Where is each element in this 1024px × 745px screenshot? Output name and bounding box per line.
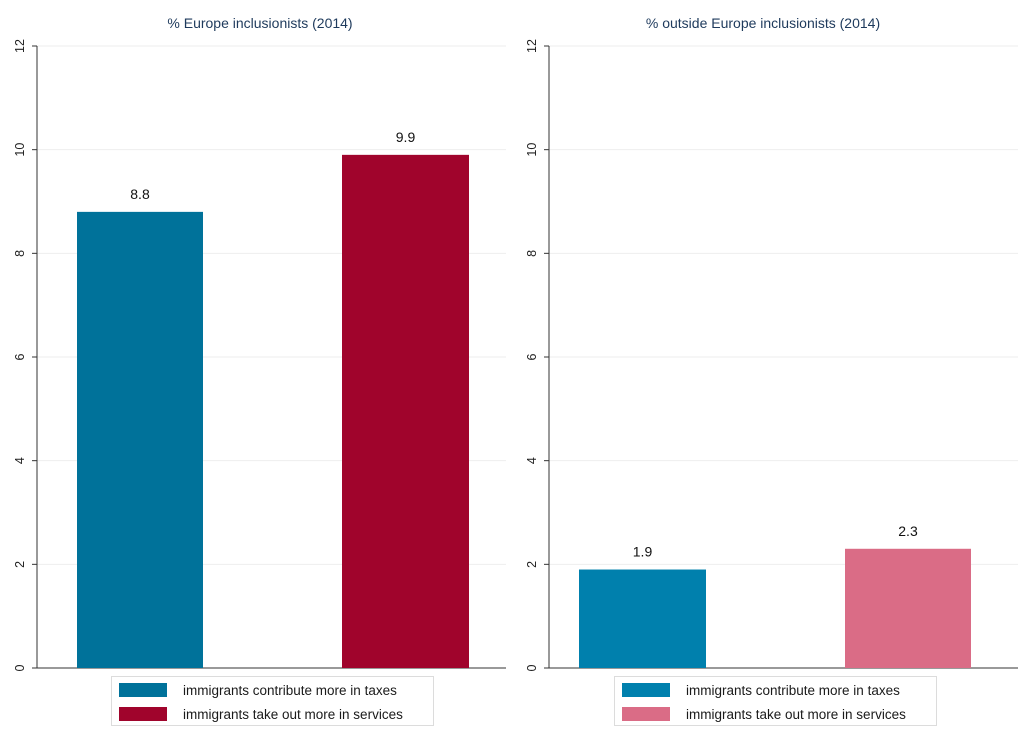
bar-value-label: 9.9: [396, 129, 416, 145]
legend-label-taxes: immigrants contribute more in taxes: [686, 682, 900, 698]
chart-title: % outside Europe inclusionists (2014): [646, 15, 880, 31]
chart-panel-outside-europe: 0 2 4 6 8 10 12 % outside Europe inclusionists …: [512, 0, 1024, 745]
bar: [342, 154, 469, 669]
legend-item-taxes: immigrants contribute more in taxes: [112, 679, 397, 701]
y-tick-label: 0: [525, 664, 539, 671]
legend-swatch-services: [119, 707, 167, 721]
y-tick-label: 6: [525, 353, 539, 360]
bar-chart-europe: 0 2 4 6 8 10 12 % Europe inclusionists (2014) 8.…: [13, 15, 506, 671]
legend-label-services: immigrants take out more in services: [686, 706, 906, 722]
legend-swatch-services: [622, 707, 670, 721]
y-tick-label: 12: [525, 39, 539, 53]
bar-value-label: 8.8: [130, 186, 150, 202]
bar: [845, 548, 971, 668]
y-tick-label: 0: [13, 664, 27, 671]
bar: [77, 211, 203, 668]
chart-title: % Europe inclusionists (2014): [167, 15, 352, 31]
legend-europe: immigrants contribute more in taxes immi…: [111, 676, 434, 726]
y-tick-label: 10: [525, 143, 539, 157]
y-tick-label: 4: [13, 457, 27, 464]
y-tick-label: 12: [13, 39, 27, 53]
y-tick-label: 8: [13, 250, 27, 257]
legend-swatch-taxes: [622, 683, 670, 697]
bar: [579, 569, 706, 668]
y-tick-label: 8: [525, 250, 539, 257]
y-tick-label: 2: [13, 561, 27, 568]
legend-swatch-taxes: [119, 683, 167, 697]
bar-value-label: 1.9: [633, 544, 653, 560]
legend-outside-europe: immigrants contribute more in taxes immi…: [614, 676, 937, 726]
bar-value-label: 2.3: [898, 523, 918, 539]
y-tick-label: 6: [13, 353, 27, 360]
y-tick-label: 10: [13, 143, 27, 157]
legend-item-services: immigrants take out more in services: [112, 703, 403, 725]
chart-panel-europe: 0 2 4 6 8 10 12 % Europe inclusionists (2014) 8.…: [13, 15, 506, 726]
legend-item-services: immigrants take out more in services: [615, 703, 906, 725]
legend-label-taxes: immigrants contribute more in taxes: [183, 682, 397, 698]
y-tick-label: 4: [525, 457, 539, 464]
bar-chart-outside-europe: 0 2 4 6 8 10 12 % outside Europe inclusionists …: [525, 15, 1018, 671]
legend-label-services: immigrants take out more in services: [183, 706, 403, 722]
y-tick-label: 2: [525, 561, 539, 568]
legend-item-taxes: immigrants contribute more in taxes: [615, 679, 900, 701]
